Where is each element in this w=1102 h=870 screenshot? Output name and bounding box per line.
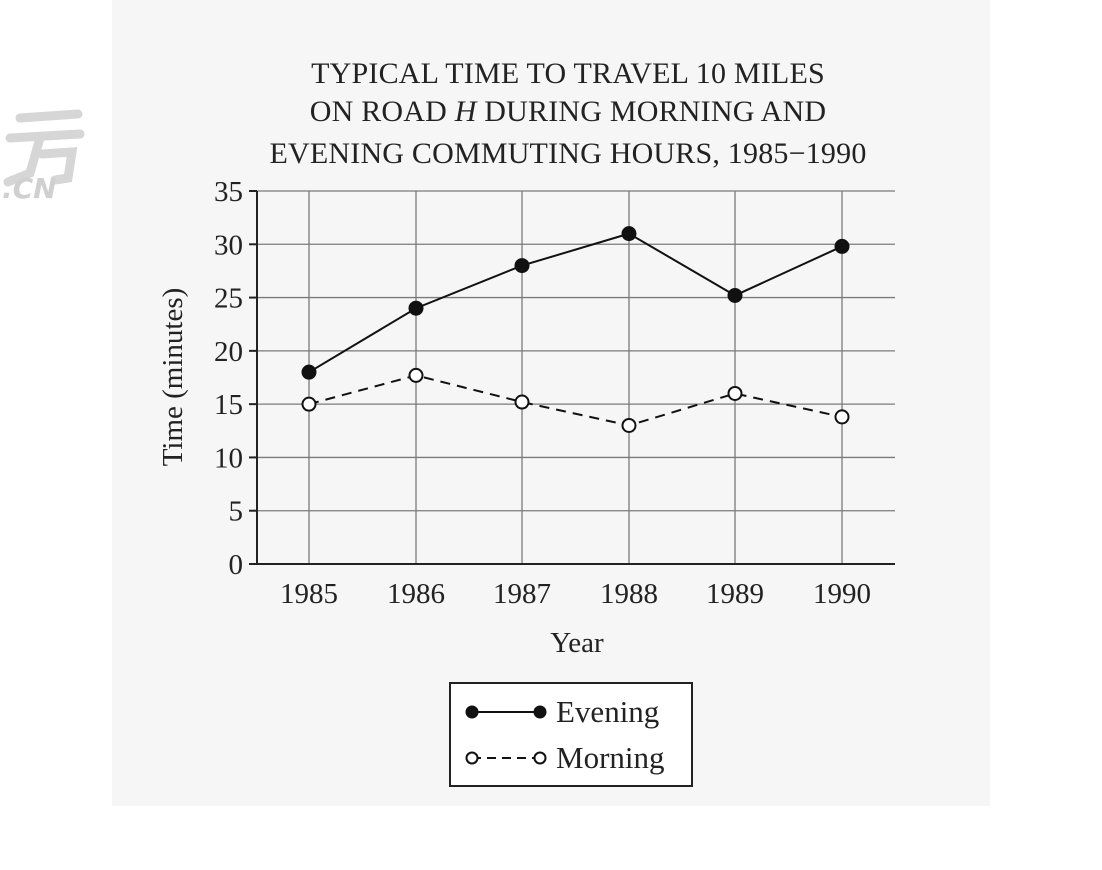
data-point bbox=[727, 287, 743, 303]
legend-label: Morning bbox=[556, 740, 665, 775]
x-tick-label: 1988 bbox=[600, 578, 658, 610]
chart-title-line-2: ON ROAD H DURING MORNING AND bbox=[310, 95, 826, 128]
y-tick-label: 0 bbox=[229, 549, 244, 581]
x-tick-label: 1990 bbox=[813, 578, 871, 610]
y-tick-label: 30 bbox=[214, 229, 243, 261]
data-point bbox=[727, 385, 743, 401]
data-point bbox=[514, 394, 530, 410]
x-axis-label: Year bbox=[550, 627, 604, 659]
chart-title-line-3: EVENING COMMUTING HOURS, 1985−1990 bbox=[269, 137, 866, 170]
y-axis-label: Time (minutes) bbox=[157, 288, 189, 467]
legend-marker bbox=[465, 751, 479, 765]
legend-item-morning: Morning bbox=[465, 740, 665, 775]
chart-panel bbox=[112, 0, 990, 806]
data-point bbox=[514, 258, 530, 274]
chart-title-part: DURING MORNING AND bbox=[477, 95, 827, 128]
legend-box bbox=[449, 682, 693, 787]
legend-marker bbox=[533, 705, 547, 719]
grid bbox=[257, 190, 895, 564]
chart-title: TYPICAL TIME TO TRAVEL 10 MILES ON ROAD H… bbox=[269, 57, 866, 170]
y-tick-label: 10 bbox=[214, 442, 243, 474]
watermark-logo: .CN bbox=[2, 109, 85, 205]
chart-title-part: H bbox=[454, 95, 479, 128]
chart-title-line-1: TYPICAL TIME TO TRAVEL 10 MILES bbox=[311, 57, 825, 90]
legend-label: Evening bbox=[556, 694, 659, 729]
chart-title-part: ON ROAD bbox=[310, 95, 455, 128]
y-tick-label: 15 bbox=[214, 389, 243, 421]
data-point bbox=[408, 300, 424, 316]
watermark-text: .CN bbox=[2, 172, 57, 205]
legend-marker bbox=[465, 705, 479, 719]
x-tick-label: 1986 bbox=[387, 578, 445, 610]
y-tick-labels: 0 5 10 15 20 25 30 35 bbox=[214, 176, 243, 581]
x-tick-label: 1985 bbox=[280, 578, 338, 610]
data-point bbox=[408, 367, 424, 383]
data-point bbox=[621, 417, 637, 433]
legend: Evening Morning bbox=[449, 682, 693, 787]
y-tick-label: 25 bbox=[214, 283, 243, 315]
legend-item-evening: Evening bbox=[465, 694, 659, 729]
legend-marker bbox=[533, 751, 547, 765]
y-tick-label: 20 bbox=[214, 336, 243, 368]
watermark-glyph bbox=[3, 109, 85, 187]
x-tick-label: 1989 bbox=[706, 578, 764, 610]
axes bbox=[249, 190, 895, 565]
series-line bbox=[308, 232, 843, 374]
series-evening bbox=[301, 226, 850, 380]
data-point bbox=[301, 396, 317, 412]
series-line bbox=[308, 374, 843, 427]
x-tick-labels: 1985 1986 1987 1988 1989 1990 bbox=[280, 578, 871, 610]
data-point bbox=[834, 409, 850, 425]
series bbox=[301, 226, 850, 433]
x-tick-label: 1987 bbox=[493, 578, 551, 610]
y-tick-label: 35 bbox=[214, 176, 243, 208]
series-morning bbox=[301, 367, 850, 433]
y-tick-label: 5 bbox=[229, 496, 244, 528]
data-point bbox=[834, 238, 850, 254]
data-point bbox=[301, 364, 317, 380]
data-point bbox=[621, 226, 637, 242]
